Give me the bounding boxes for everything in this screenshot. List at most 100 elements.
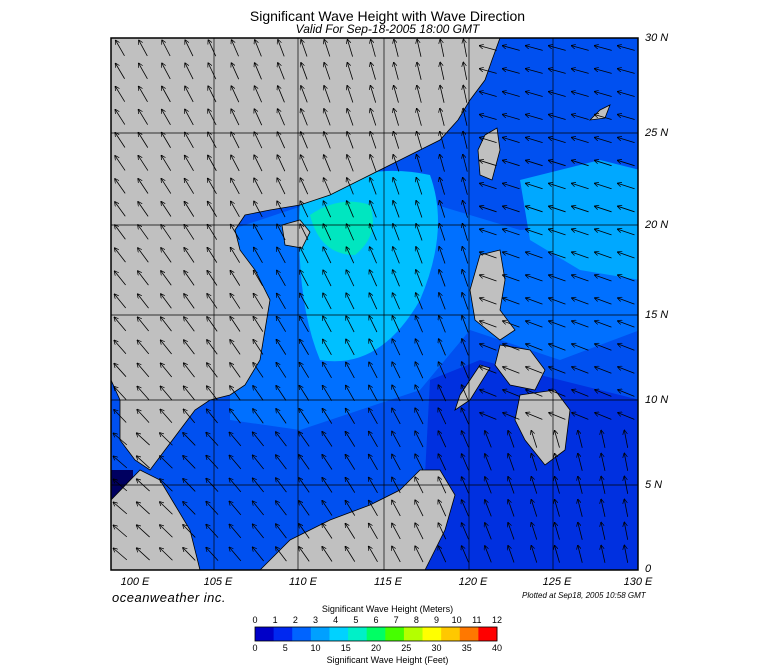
lat-label-0: 0 [645,563,652,575]
wave-direction-arrow [206,547,219,561]
wave-direction-arrow [115,109,126,125]
wave-direction-arrow [115,132,126,148]
wave-direction-arrow [254,155,263,172]
wave-direction-arrow [254,86,262,103]
wave-direction-arrow [300,293,309,310]
colorbar-swatch [403,627,424,641]
wave-direction-arrow [416,224,423,241]
wave-direction-arrow [525,114,543,120]
wave-field-deep-east [420,360,638,570]
wave-direction-arrow [138,179,149,194]
wave-direction-arrow [440,154,445,172]
wave-direction-arrow [231,201,240,218]
wave-direction-arrow [300,247,309,264]
colorbar-swatch [310,627,330,641]
wave-direction-arrow [299,547,310,562]
colorbar-feet-tick: 5 [282,643,288,653]
wave-direction-arrow [208,109,217,126]
wave-direction-arrow [480,367,497,374]
wave-direction-arrow [440,39,445,57]
wave-direction-arrow [231,178,240,195]
wave-direction-arrow [438,385,447,402]
wave-direction-arrow [549,344,566,351]
wave-direction-arrow [485,523,492,540]
wave-direction-arrow [485,546,492,563]
wave-direction-arrow [594,46,612,51]
wave-direction-arrow [345,431,356,447]
wave-direction-arrow [160,548,173,561]
wave-direction-arrow [572,298,589,305]
wave-direction-arrow [508,454,515,471]
wave-direction-arrow [323,270,332,287]
wave-direction-arrow [392,339,401,356]
wave-direction-arrow [114,409,127,423]
wave-direction-arrow [595,367,612,374]
wave-direction-arrow [301,109,308,126]
wave-direction-arrow [185,86,194,103]
wave-direction-arrow [160,363,173,378]
wave-direction-arrow [549,390,566,397]
wave-direction-arrow [347,39,353,57]
wave-direction-arrow [346,270,355,287]
wave-direction-arrow [502,183,520,190]
wave-direction-arrow [346,339,355,356]
wave-direction-arrow [324,86,331,103]
lon-label-115e: 115 E [374,576,402,588]
wave-direction-arrow [485,454,492,471]
wave-direction-arrow [231,86,240,103]
wave-direction-arrow [254,247,263,264]
wave-direction-arrow [393,270,400,287]
wave-direction-arrow [370,85,377,103]
wave-direction-arrow [138,271,149,286]
colorbar-meter-tick: 4 [333,615,339,625]
wave-direction-arrow [502,46,520,51]
wave-direction-arrow [572,367,589,374]
colorbar-swatch [441,627,461,641]
wave-direction-arrow [160,525,173,538]
wave-direction-arrow [346,385,355,402]
colorbar-meter-tick: 6 [373,615,379,625]
wave-direction-arrow [439,270,446,287]
wave-direction-arrow [463,108,468,126]
wave-direction-arrow [347,201,354,218]
colorbar-feet-tick: 30 [431,643,442,653]
colorbar-meter-tick: 9 [433,615,439,625]
wave-direction-arrow [549,275,566,282]
wave-direction-arrow [253,339,264,355]
wave-direction-arrow [253,409,264,424]
wave-direction-arrow [624,499,629,517]
colorbar-meter-tick: 7 [393,615,399,625]
wave-direction-arrow [417,62,422,80]
wave-direction-arrow [347,132,354,149]
wave-direction-arrow [525,252,543,259]
lat-label-25n: 25 N [645,127,669,139]
wave-direction-arrow [368,431,378,447]
wave-direction-arrow [462,223,469,241]
wave-direction-arrow [417,39,422,57]
wave-direction-arrow [230,340,241,355]
wave-direction-arrow [526,344,543,351]
wave-direction-arrow [229,455,242,470]
wave-direction-arrow [370,178,377,195]
wave-direction-arrow [160,502,173,515]
wave-direction-arrow [480,344,497,351]
wave-direction-arrow [300,270,309,287]
wave-direction-arrow [369,362,378,379]
wave-direction-arrow [137,340,150,355]
wave-direction-arrow [322,547,333,562]
wave-direction-arrow [114,386,127,400]
wave-direction-arrow [461,546,469,563]
wave-direction-arrow [392,500,401,517]
wave-direction-arrow [416,200,423,218]
wave-direction-arrow [416,270,423,287]
wave-direction-arrow [229,524,242,539]
wave-direction-arrow [548,252,566,259]
wave-direction-arrow [417,85,422,103]
wave-direction-arrow [322,385,332,401]
lat-label-30n: 30 N [645,32,669,44]
wave-direction-arrow [115,63,125,79]
wave-direction-arrow [346,224,354,241]
wave-direction-arrow [480,390,497,397]
wave-field-cyan-east [520,160,638,280]
lon-label-120e: 120 E [458,576,488,588]
